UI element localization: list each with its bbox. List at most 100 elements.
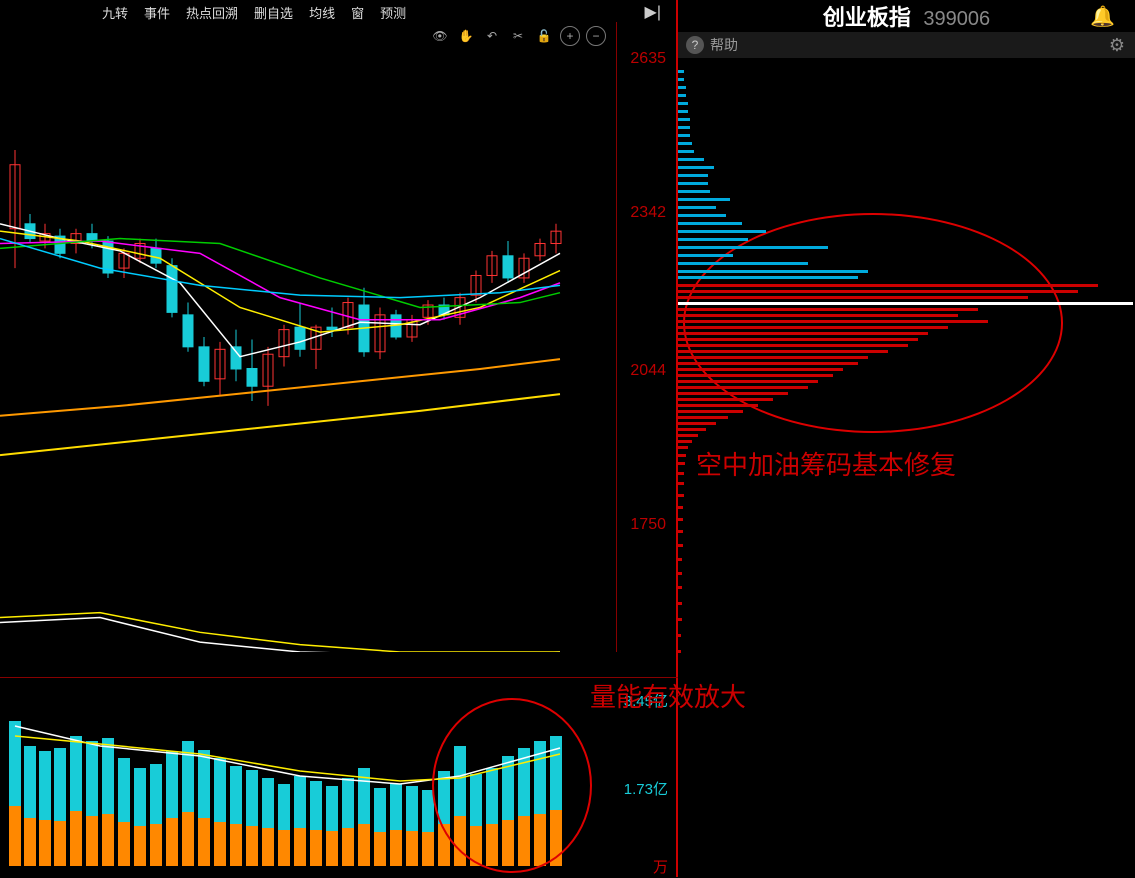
chip-bar bbox=[678, 338, 918, 341]
chip-bar bbox=[678, 454, 686, 457]
zoom-out-icon[interactable]: − bbox=[586, 26, 606, 46]
top-toolbar: 九转事件热点回溯删自选均线窗预测 bbox=[95, 0, 413, 22]
chip-bar bbox=[678, 350, 888, 353]
chip-distribution[interactable] bbox=[678, 58, 1135, 688]
chip-bar bbox=[678, 380, 818, 383]
chip-annotation-text: 空中加油筹码基本修复 bbox=[696, 445, 956, 482]
chip-bar bbox=[678, 150, 694, 153]
chip-bar bbox=[678, 78, 684, 81]
chip-bar bbox=[678, 238, 748, 241]
toolbar-btn-4[interactable]: 均线 bbox=[302, 0, 342, 22]
chip-bar bbox=[678, 254, 733, 257]
chip-bar bbox=[678, 206, 716, 209]
chip-panel: 创业板指 399006 🔔 ? 帮助 ⚙ 空中加油筹码基本修复 量能有效放大 bbox=[678, 0, 1135, 877]
price-y-axis: 2635234220441750 bbox=[616, 22, 676, 652]
chip-bar bbox=[678, 506, 683, 509]
chip-bar bbox=[678, 572, 682, 575]
chip-bar bbox=[678, 558, 682, 561]
next-icon[interactable]: ▶| bbox=[645, 2, 661, 22]
chip-bar bbox=[678, 270, 868, 273]
chip-bar bbox=[678, 276, 858, 279]
chip-bar bbox=[678, 262, 808, 265]
hand-icon[interactable]: ✋ bbox=[456, 26, 476, 46]
volume-label: 万 bbox=[653, 856, 668, 877]
chip-bar bbox=[678, 166, 714, 169]
undo-icon[interactable]: ↶ bbox=[482, 26, 502, 46]
chip-bar bbox=[678, 320, 988, 323]
volume-label: 1.73亿 bbox=[624, 778, 668, 799]
zoom-in-icon[interactable]: + bbox=[560, 26, 580, 46]
chip-bar bbox=[678, 410, 743, 413]
y-label: 2044 bbox=[630, 362, 666, 380]
chip-bar bbox=[678, 494, 684, 497]
chip-bar bbox=[678, 290, 1078, 293]
stock-code: 399006 bbox=[923, 8, 990, 30]
chip-bar bbox=[678, 308, 978, 311]
chip-bar bbox=[678, 386, 808, 389]
chip-bar bbox=[678, 344, 908, 347]
chip-bar bbox=[678, 142, 692, 145]
toolbar-btn-2[interactable]: 热点回溯 bbox=[179, 0, 245, 22]
chip-bar bbox=[678, 602, 682, 605]
chip-bar bbox=[678, 398, 773, 401]
toolbar-btn-1[interactable]: 事件 bbox=[137, 0, 177, 22]
chip-bar bbox=[678, 198, 730, 201]
help-icon[interactable]: ? bbox=[686, 36, 704, 54]
chip-bar bbox=[678, 126, 690, 129]
toolbar-btn-0[interactable]: 九转 bbox=[95, 0, 135, 22]
chip-bar bbox=[678, 356, 868, 359]
toolbar-btn-3[interactable]: 删自选 bbox=[247, 0, 300, 22]
chip-bar bbox=[678, 518, 683, 521]
toolbar-btn-5[interactable]: 窗 bbox=[344, 0, 371, 22]
chip-bar bbox=[678, 650, 681, 653]
chip-bar bbox=[678, 296, 1028, 299]
chip-bar bbox=[678, 222, 742, 225]
chip-bar bbox=[678, 530, 683, 533]
chip-bar bbox=[678, 302, 1133, 305]
candlestick-chart[interactable] bbox=[0, 22, 618, 652]
y-label: 2635 bbox=[630, 50, 666, 68]
chip-bar bbox=[678, 86, 686, 89]
chip-bar bbox=[678, 326, 948, 329]
chip-bar bbox=[678, 544, 683, 547]
chip-bar bbox=[678, 102, 688, 105]
chip-bar bbox=[678, 230, 766, 233]
chip-bar bbox=[678, 374, 833, 377]
chip-bar bbox=[678, 392, 788, 395]
chip-bar bbox=[678, 404, 758, 407]
chip-bar bbox=[678, 174, 708, 177]
chip-bar bbox=[678, 446, 688, 449]
chip-bar bbox=[678, 618, 682, 621]
chip-bar bbox=[678, 472, 684, 475]
chip-bar bbox=[678, 428, 706, 431]
lock-icon[interactable]: 🔓 bbox=[534, 26, 554, 46]
chart-panel: 九转事件热点回溯删自选均线窗预测 ▶| 👁 ✋ ↶ ✂ 🔓 + − 2635 23… bbox=[0, 0, 678, 877]
chip-bar bbox=[678, 434, 698, 437]
cut-icon[interactable]: ✂ bbox=[508, 26, 528, 46]
chip-bar bbox=[678, 158, 704, 161]
chip-bar bbox=[678, 440, 692, 443]
chip-bar bbox=[678, 314, 958, 317]
chip-bar bbox=[678, 190, 710, 193]
chip-bar bbox=[678, 94, 686, 97]
chip-bar bbox=[678, 70, 684, 73]
chip-bar bbox=[678, 362, 858, 365]
help-bar: ? 帮助 ⚙ bbox=[678, 32, 1135, 58]
chip-bar bbox=[678, 482, 684, 485]
stock-header: 创业板指 399006 🔔 bbox=[678, 0, 1135, 28]
chip-bar bbox=[678, 182, 708, 185]
chip-bar bbox=[678, 284, 1098, 287]
chip-bar bbox=[678, 214, 726, 217]
chip-bar bbox=[678, 586, 682, 589]
help-label[interactable]: 帮助 bbox=[710, 35, 738, 55]
volume-chart[interactable]: 3.45亿1.73亿万 bbox=[0, 677, 678, 877]
bell-icon[interactable]: 🔔 bbox=[1090, 4, 1115, 29]
chip-bar bbox=[678, 422, 716, 425]
eye-icon[interactable]: 👁 bbox=[430, 26, 450, 46]
chip-bar bbox=[678, 332, 928, 335]
chip-bar bbox=[678, 246, 828, 249]
stock-name: 创业板指 bbox=[823, 5, 911, 30]
toolbar-btn-6[interactable]: 预测 bbox=[373, 0, 413, 22]
y-label: 2342 bbox=[630, 204, 666, 222]
gear-icon[interactable]: ⚙ bbox=[1109, 35, 1125, 56]
